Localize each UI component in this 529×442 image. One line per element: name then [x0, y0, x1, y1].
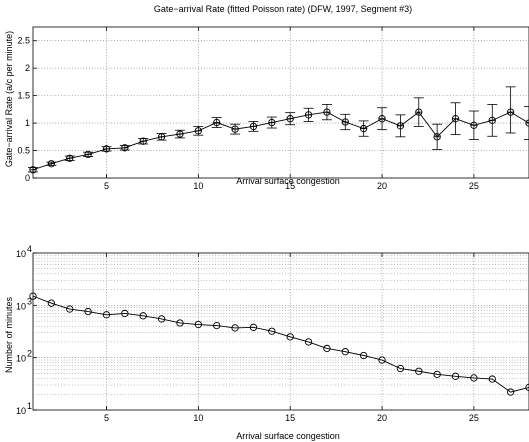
y-tick-label: 10: [16, 301, 26, 311]
data-point: [378, 356, 386, 364]
data-point: [304, 338, 313, 346]
data-point: [213, 118, 221, 127]
data-point: [433, 370, 441, 378]
data-point: [249, 323, 258, 331]
y-tick-exponent: 3: [27, 296, 32, 306]
rate-series-line: [32, 111, 529, 171]
data-point: [286, 333, 294, 341]
data-point: [415, 367, 423, 375]
y-tick-label: 2: [25, 63, 30, 73]
data-point: [157, 315, 166, 323]
x-axis-label: Arrival surface congestion: [236, 431, 340, 441]
plot-frame: [32, 26, 529, 179]
x-tick-label: 15: [285, 181, 295, 191]
data-point: [139, 137, 147, 145]
y-tick-label: 0.5: [17, 146, 30, 156]
error-bars: [28, 86, 529, 173]
data-point: [176, 319, 184, 327]
data-point: [323, 108, 331, 116]
data-point: [506, 388, 515, 396]
data-point: [102, 145, 111, 153]
data-point: [194, 127, 202, 135]
minutes-markers: [29, 292, 529, 396]
y-tick-label: 10: [16, 406, 26, 416]
x-tick-label: 10: [193, 181, 203, 191]
rate-chart: Gate−arrival Rate (fitted Poisson rate) …: [4, 4, 529, 191]
data-point: [360, 124, 368, 133]
data-point: [341, 348, 349, 356]
data-point: [323, 344, 331, 353]
y-tick-exponent: 4: [27, 244, 32, 254]
error-bar: [524, 106, 529, 140]
data-point: [451, 115, 460, 123]
data-point: [360, 351, 368, 360]
x-tick-label: 5: [104, 181, 109, 191]
data-point: [84, 150, 92, 159]
data-point: [415, 108, 423, 116]
y-tick-label: 2.5: [17, 36, 30, 46]
x-tick-label: 15: [285, 413, 295, 423]
x-tick-label: 20: [377, 413, 387, 423]
data-point: [102, 311, 111, 319]
x-tick-label: 10: [193, 413, 203, 423]
data-point: [470, 121, 478, 129]
data-point: [341, 118, 349, 126]
data-point: [488, 375, 496, 383]
y-axis-label: Gate−arrival Rate (a/c per minute): [4, 31, 14, 167]
minutes-series-line: [32, 295, 529, 393]
data-point: [506, 108, 515, 116]
data-point: [268, 327, 276, 335]
data-point: [84, 307, 92, 316]
y-tick-exponent: 2: [27, 349, 32, 359]
plot-frame: [32, 252, 529, 411]
data-point: [396, 364, 405, 373]
data-point: [121, 309, 129, 318]
data-point: [304, 111, 313, 119]
data-point: [268, 118, 276, 127]
data-point: [286, 115, 294, 123]
data-point: [433, 133, 441, 141]
y-tick-label: 10: [16, 354, 26, 364]
x-tick-label: 25: [469, 413, 479, 423]
data-point: [139, 312, 147, 320]
x-tick-label: 5: [104, 413, 109, 423]
data-point: [157, 133, 166, 141]
data-point: [194, 320, 202, 329]
data-point: [488, 116, 496, 124]
data-point: [47, 160, 56, 168]
data-point: [231, 125, 239, 133]
y-axis-label: Number of minutes: [4, 296, 14, 373]
data-point: [249, 122, 258, 131]
data-point: [470, 374, 478, 382]
x-axis: 5 10 15 20 25: [104, 27, 479, 191]
error-bar: [505, 86, 516, 134]
data-point: [66, 154, 74, 162]
data-point: [66, 305, 74, 313]
y-tick-label: 0: [25, 173, 30, 183]
data-point: [176, 130, 184, 138]
data-point: [231, 324, 239, 332]
y-axis: 0 0.5 1 1.5 2 2.5: [17, 36, 37, 183]
x-axis: 5 10 15 20 25: [104, 253, 479, 423]
x-tick-label: 25: [469, 181, 479, 191]
y-tick-label: 1.5: [17, 91, 30, 101]
rate-markers: [29, 108, 529, 174]
chart-title: Gate−arrival Rate (fitted Poisson rate) …: [154, 4, 412, 14]
y-tick-label: 1: [25, 118, 30, 128]
x-axis-label: Arrival surface congestion: [236, 176, 340, 186]
grid: [33, 253, 529, 410]
data-point: [121, 144, 129, 152]
data-point: [396, 122, 405, 130]
data-point: [47, 299, 56, 307]
y-tick-exponent: 1: [27, 401, 32, 411]
y-tick-label: 10: [16, 249, 26, 259]
data-point: [451, 372, 460, 380]
x-tick-label: 20: [377, 181, 387, 191]
data-point: [378, 115, 386, 123]
data-point: [213, 321, 221, 330]
